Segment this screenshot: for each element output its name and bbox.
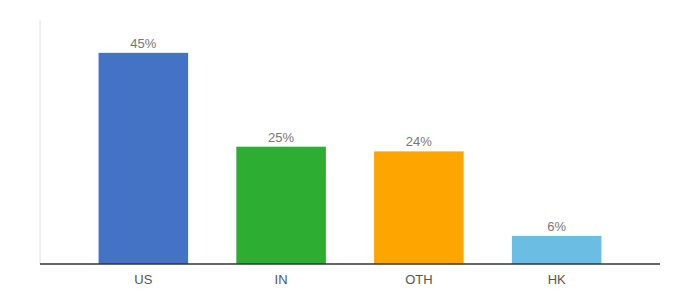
data-label: 6% [547, 219, 566, 234]
bar [99, 53, 189, 264]
x-tick-label: IN [275, 272, 288, 287]
data-label: 24% [406, 134, 432, 149]
data-labels: 45% 25% 24% 6% [130, 36, 566, 234]
x-axis-line [40, 263, 660, 265]
bar [512, 236, 602, 264]
bar [374, 151, 464, 264]
x-tick-label: HK [548, 272, 566, 287]
chart: 45% 25% 24% 6% US IN OTH HK [0, 0, 680, 300]
data-label: 45% [130, 36, 156, 51]
x-axis: US IN OTH HK [134, 272, 566, 287]
bar [236, 147, 326, 264]
x-tick-label: US [134, 272, 152, 287]
x-tick-label: OTH [405, 272, 432, 287]
chart-container: 45% 25% 24% 6% US IN OTH HK [0, 0, 680, 300]
data-label: 25% [268, 130, 294, 145]
bars [99, 53, 602, 264]
y-axis-line [40, 20, 41, 264]
